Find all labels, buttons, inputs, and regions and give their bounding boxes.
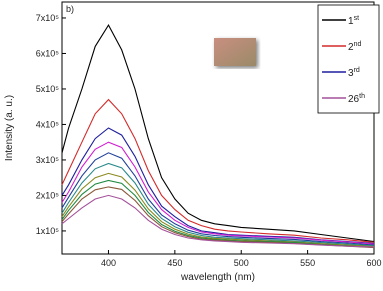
y-tick-label: 6x10⁵ xyxy=(36,48,60,58)
inset-photo xyxy=(214,38,256,66)
spectrum-line xyxy=(61,141,375,245)
spectrum-line xyxy=(61,24,375,243)
plot-frame xyxy=(61,1,375,255)
x-tick-label: 400 xyxy=(101,258,116,268)
spectrum-line xyxy=(61,127,375,244)
spectrum-line xyxy=(61,152,375,246)
x-tick-label: 550 xyxy=(300,258,315,268)
y-tick-label: 4x10⁵ xyxy=(36,119,60,129)
spectrum-line xyxy=(61,179,375,248)
y-tick-label: 5x10⁵ xyxy=(36,84,60,94)
legend-label: 3rd xyxy=(348,67,360,79)
legend-label: 2nd xyxy=(348,41,361,53)
legend-box xyxy=(317,4,380,114)
spectrum-line xyxy=(61,162,375,247)
x-axis-label: wavelength (nm) xyxy=(180,272,255,283)
legend-label: 1st xyxy=(348,15,359,27)
panel-label: b) xyxy=(66,4,74,14)
y-axis-label: Intensity (a. u.) xyxy=(4,95,15,161)
y-tick-label: 2x10⁵ xyxy=(36,190,60,200)
legend-label: 26th xyxy=(348,93,365,105)
spectrum-line xyxy=(61,98,375,243)
x-tick-label: 450 xyxy=(167,258,182,268)
x-tick-label: 500 xyxy=(234,258,249,268)
spectrum-line xyxy=(61,172,375,248)
y-tick-label: 3x10⁵ xyxy=(36,155,60,165)
y-tick-label: 7x10⁵ xyxy=(36,13,60,23)
y-tick-label: 1x10⁵ xyxy=(36,226,60,236)
spectrum-line xyxy=(61,194,375,248)
x-tick-label: 600 xyxy=(366,258,381,268)
